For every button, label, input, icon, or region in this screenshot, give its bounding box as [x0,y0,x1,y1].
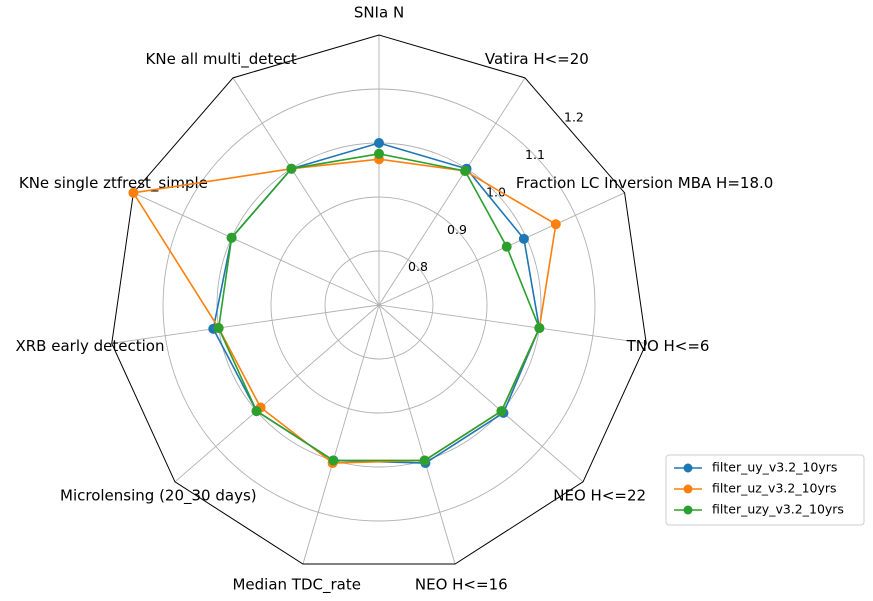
outer-frame [111,34,647,565]
grid-layer [111,34,647,565]
legend: filter_uy_v3.2_10yrs filter_uz_v3.2_10yrs… [665,454,865,526]
axis-label-0: SNIa N [354,4,404,22]
axis-label-8: XRB early detection [15,337,164,355]
legend-marker-1 [683,484,693,494]
spoke-1 [378,77,526,306]
series-layer [128,138,561,469]
axis-label-2: Fraction LC Inversion MBA H=18.0 [516,174,773,192]
series-2-point-9 [226,232,237,243]
axis-label-10: KNe all multi_detect [146,50,297,69]
legend-entry-2: filter_uzy_v3.2_10yrs [712,502,844,517]
spoke-7 [174,304,380,483]
series-0-point-2 [518,233,529,244]
spoke-8 [111,304,380,344]
series-2 [213,148,545,466]
radial-tick-labels: 0.8 0.9 1.0 1.1 1.2 [408,110,584,274]
axis-label-3: TNO H<=6 [626,337,710,355]
axis-label-5: NEO H<=16 [415,576,508,594]
legend-entry-1: filter_uz_v3.2_10yrs [712,481,837,496]
series-line-2 [217,153,541,462]
radial-tick-3: 1.1 [525,147,545,162]
axis-label-7: Microlensing (20_30 days) [60,487,257,506]
legend-marker-2 [683,505,693,515]
spoke-5 [378,304,456,565]
series-2-point-1 [460,165,471,176]
series-2-point-2 [501,241,512,252]
legend-entry-0: filter_uy_v3.2_10yrs [712,460,837,475]
series-2-point-4 [496,406,507,417]
axis-label-9: KNe single ztfrest_simple [19,174,208,193]
axis-label-1: Vatira H<=20 [485,50,589,68]
spoke-6 [302,304,380,565]
series-2-point-5 [419,455,430,466]
spoke-3 [378,304,647,344]
series-0-point-0 [374,138,384,148]
series-2-point-10 [286,163,297,174]
spoke-4 [378,304,584,483]
series-line-1 [132,158,557,464]
radial-tick-4: 1.2 [564,110,584,125]
spoke-2 [378,192,625,306]
spoke-10 [232,77,380,306]
series-1-point-2 [550,219,561,230]
series-2-point-3 [534,323,545,334]
series-2-point-6 [328,455,339,466]
spoke-9 [133,192,380,306]
series-2-point-0 [374,148,384,159]
radial-tick-2: 1.0 [486,184,506,199]
series-2-point-8 [213,323,224,334]
series-2-point-7 [251,406,262,417]
radial-tick-1: 0.9 [447,222,467,237]
axis-label-6: Median TDC_rate [232,576,360,595]
legend-marker-0 [683,463,693,473]
radial-tick-0: 0.8 [408,259,428,274]
axis-label-4: NEO H<=22 [553,487,646,505]
legend-box [665,454,865,526]
series-1-point-9 [128,187,139,198]
axis-labels: SNIa N Vatira H<=20 Fraction LC Inversion … [15,4,773,595]
